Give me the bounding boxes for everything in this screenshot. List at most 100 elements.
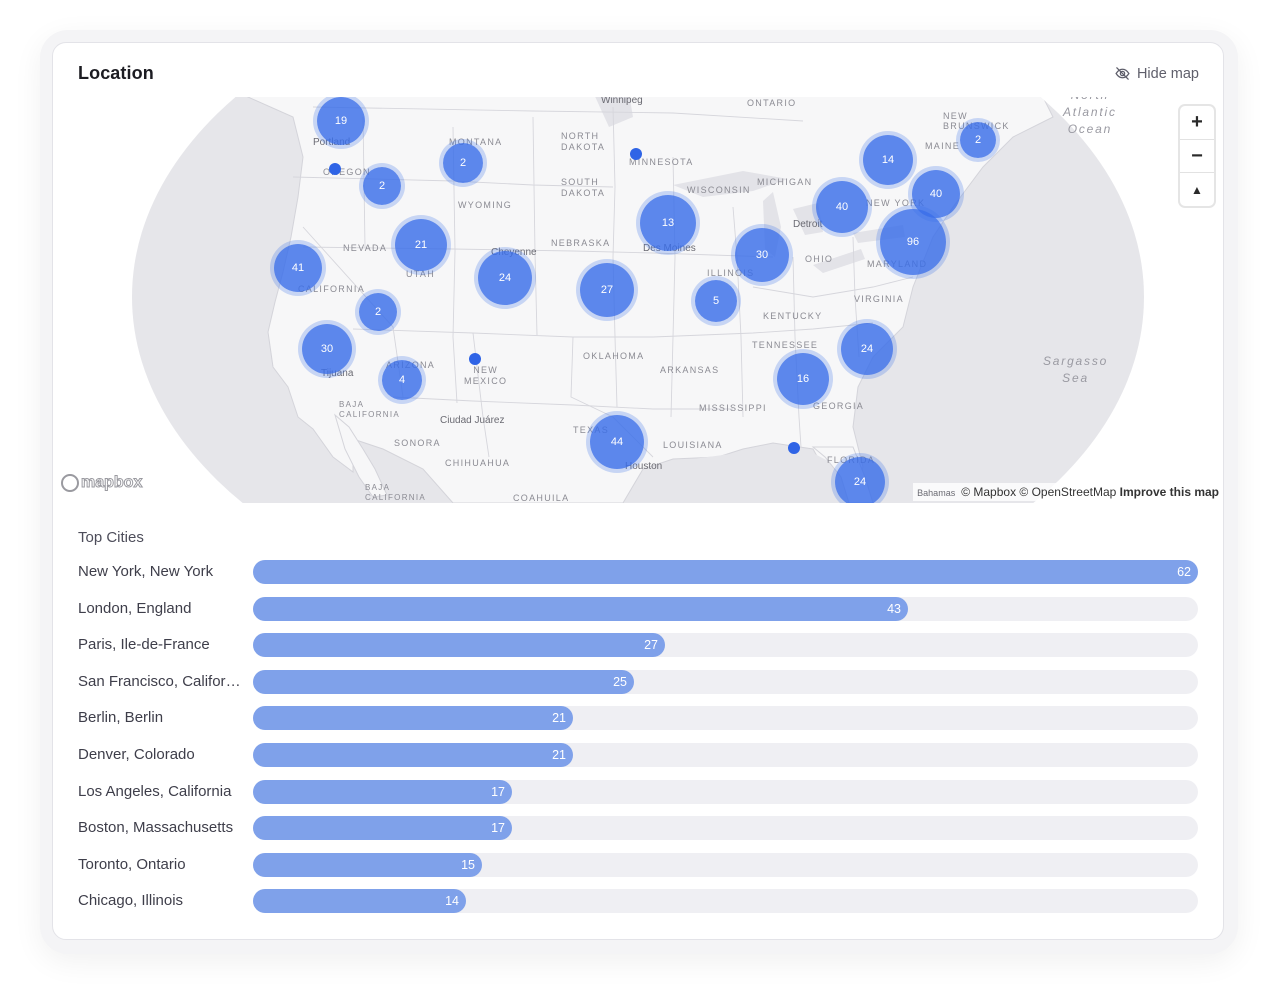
city-row: San Francisco, Californ... 25 [78, 669, 1198, 694]
compass-button[interactable]: ▲ [1191, 182, 1203, 197]
region-label: NEBRASKA [551, 238, 611, 248]
city-bar-value: 17 [491, 784, 505, 799]
region-label: COAHUILA [513, 493, 570, 503]
map-cluster[interactable]: 14 [863, 135, 913, 185]
city-bar: 27 [253, 633, 665, 658]
region-label: MAINE [925, 141, 961, 151]
region-label: ILLINOIS [707, 268, 755, 278]
city-row: Chicago, Illinois 14 [78, 889, 1198, 914]
city-bar: 15 [253, 852, 482, 877]
map-cluster[interactable]: 5 [695, 280, 737, 322]
region-label: CALIFORNIA [298, 284, 366, 294]
city-row: Toronto, Ontario 15 [78, 852, 1198, 877]
zoom-out-button[interactable]: − [1180, 140, 1214, 174]
map-cluster[interactable]: 2 [359, 293, 397, 331]
city-name: Toronto, Ontario [78, 855, 186, 873]
city-bar-value: 27 [644, 638, 658, 653]
map-cluster[interactable]: 19 [317, 97, 365, 145]
improve-map-link[interactable]: Improve this map [1119, 485, 1219, 499]
city-bar-value: 21 [552, 748, 566, 762]
city-bar: 62 [253, 560, 1198, 584]
city-bar-value: 43 [887, 601, 901, 616]
map-cluster[interactable]: 44 [590, 415, 644, 469]
region-label: MONTANA [449, 137, 503, 147]
city-label: Houston [625, 461, 663, 472]
map-point[interactable] [788, 442, 800, 454]
top-cities-title: Top Cities [78, 529, 144, 546]
map-cluster[interactable]: 30 [735, 228, 789, 282]
mapbox-logo-text: mapbox [80, 474, 143, 492]
city-bar-value: 17 [491, 821, 505, 836]
city-label: Detroit [793, 219, 823, 230]
city-bar-track: 14 [253, 889, 1198, 914]
city-bar: 21 [253, 706, 573, 731]
region-label: ARKANSAS [660, 365, 720, 375]
map-cluster[interactable]: 2 [363, 167, 401, 205]
map-cluster[interactable]: 96 [880, 209, 946, 275]
hide-map-label: Hide map [1136, 65, 1199, 82]
city-name: Paris, Ile-de-France [78, 636, 210, 654]
region-label: NEW MEXICO [464, 365, 508, 386]
city-name: Denver, Colorado [78, 746, 195, 763]
region-label: BAJA CALIFORNIA [339, 400, 401, 419]
map-cluster[interactable]: 24 [835, 457, 885, 503]
region-label: OHIO [805, 254, 834, 264]
city-bar-value: 62 [1177, 565, 1191, 579]
card-title: Location [78, 63, 154, 83]
region-label: MICHIGAN [757, 177, 813, 187]
city-row: Denver, Colorado 21 [78, 743, 1198, 767]
map-cluster[interactable]: 24 [478, 251, 532, 305]
map-cluster[interactable]: 27 [580, 263, 634, 317]
region-label: NEW YORK [866, 198, 926, 208]
region-label: CHIHUAHUA [445, 458, 511, 468]
map-point[interactable] [329, 163, 341, 175]
city-name: Berlin, Berlin [78, 709, 164, 727]
region-label: MINNESOTA [629, 157, 694, 167]
location-card: Location Hide map [52, 42, 1224, 940]
map-bahamas-label: Bahamas [917, 488, 956, 498]
city-bar-track: 27 [253, 633, 1198, 658]
city-label: Winnipeg [601, 97, 643, 106]
city-label: Tijuana [321, 368, 354, 379]
region-label: LOUISIANA [663, 440, 723, 450]
city-label: Ciudad Juárez [440, 415, 505, 426]
city-bar: 21 [253, 743, 573, 767]
city-row: Paris, Ile-de-France 27 [78, 633, 1198, 658]
city-row: Berlin, Berlin 21 [78, 706, 1198, 731]
map-cluster[interactable]: 2 [960, 122, 996, 158]
region-label: NORTH DAKOTA [561, 131, 606, 152]
map-cluster[interactable]: 30 [302, 324, 352, 374]
map-cluster[interactable]: 40 [816, 181, 868, 233]
map-cluster[interactable]: 2 [443, 143, 483, 183]
city-name: Chicago, Illinois [78, 892, 184, 910]
city-name: Boston, Massachusetts [78, 819, 234, 837]
city-bar: 25 [253, 669, 634, 694]
city-name: Los Angeles, California [78, 782, 232, 800]
map-cluster[interactable]: 16 [777, 353, 829, 405]
map-zoom-controls: + − ▲ [1180, 106, 1214, 206]
region-label: MISSISSIPPI [699, 403, 767, 413]
zoom-in-button[interactable]: + [1180, 106, 1214, 140]
map-cluster[interactable]: 4 [382, 360, 422, 400]
region-label: OREGON [323, 167, 371, 177]
city-bar-track: 25 [253, 669, 1198, 694]
map-point[interactable] [630, 148, 642, 160]
map-cluster[interactable]: 21 [395, 219, 447, 271]
region-label: TEXAS [573, 425, 610, 435]
city-row: London, England 43 [78, 596, 1198, 621]
map-attribution: Bahamas © Mapbox © OpenStreetMap Improve … [913, 483, 1223, 501]
city-name: San Francisco, Californ... [78, 672, 243, 690]
city-bar-track: 17 [253, 779, 1198, 804]
region-label: KENTUCKY [763, 311, 823, 321]
city-bar-track: 17 [253, 816, 1198, 841]
map-cluster[interactable]: 24 [841, 323, 893, 375]
map-cluster[interactable]: 41 [274, 244, 322, 292]
city-name: London, England [78, 599, 192, 617]
mapbox-logo[interactable]: mapbox [61, 474, 143, 492]
city-bar-value: 14 [445, 894, 459, 909]
attribution-copyright[interactable]: © Mapbox © OpenStreetMap [961, 485, 1117, 499]
map-view[interactable]: North Atlantic Ocean Sargasso Sea ONTARI… [53, 97, 1223, 503]
hide-map-button[interactable]: Hide map [1114, 65, 1199, 82]
map-cluster[interactable]: 13 [640, 195, 696, 251]
map-point[interactable] [469, 353, 481, 365]
